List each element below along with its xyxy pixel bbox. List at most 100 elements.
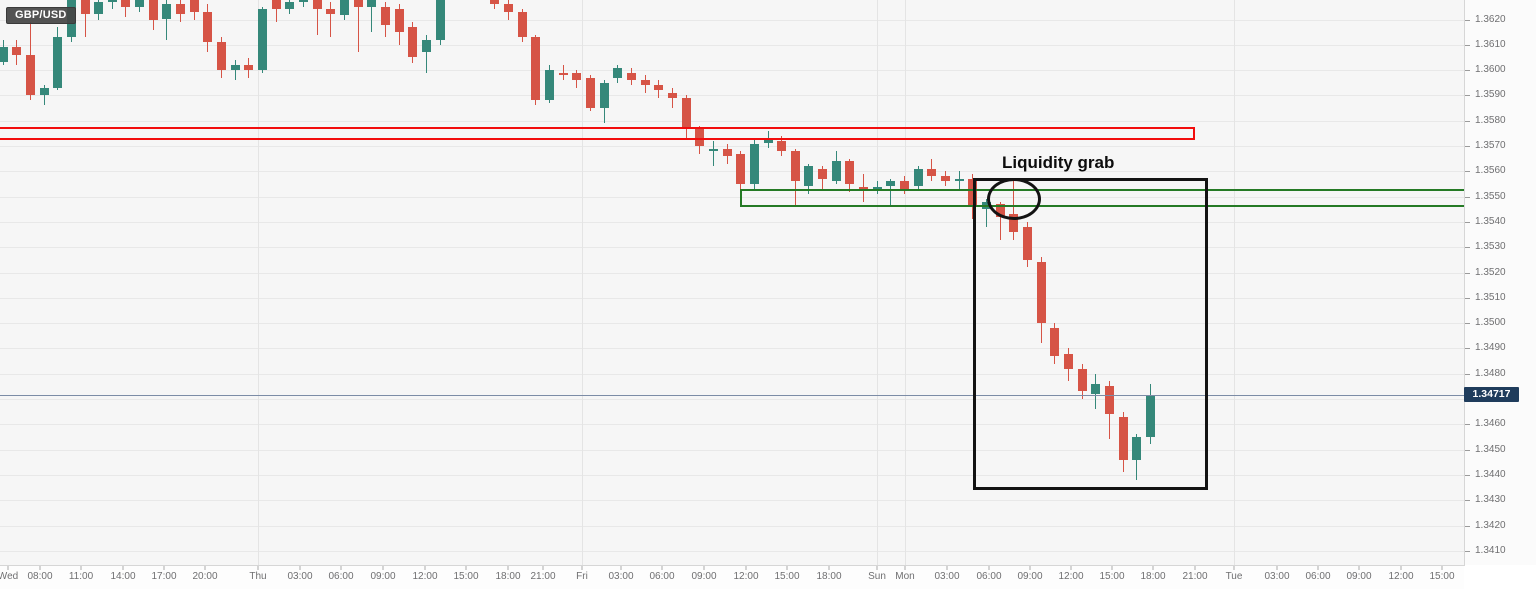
price-axis-label: 1.3510 — [1475, 291, 1506, 303]
red-resistance-zone[interactable] — [0, 127, 1195, 140]
time-axis-label: 12:00 — [1388, 571, 1414, 582]
time-tick — [1400, 566, 1402, 570]
candle-up — [872, 186, 882, 189]
price-axis-label: 1.3440 — [1475, 468, 1506, 480]
horizontal-gridline — [0, 146, 1464, 147]
time-tick — [620, 566, 622, 570]
candle-down — [722, 148, 732, 157]
candle-up — [162, 4, 172, 20]
time-tick — [163, 566, 165, 570]
time-axis-label: 03:00 — [934, 571, 960, 582]
time-tick — [7, 566, 9, 570]
time-tick — [1152, 566, 1154, 570]
candle-up — [831, 161, 841, 182]
horizontal-gridline — [0, 550, 1464, 552]
liquidity-grab-circle[interactable] — [987, 178, 1041, 221]
price-axis-label: 1.3560 — [1475, 165, 1506, 177]
time-axis-label: 06:00 — [328, 571, 354, 582]
horizontal-gridline — [0, 323, 1464, 325]
time-axis-label: 09:00 — [1346, 571, 1372, 582]
candle-up — [1091, 383, 1101, 394]
time-axis-label: 09:00 — [1017, 571, 1043, 582]
price-tick — [1465, 221, 1470, 223]
symbol-badge[interactable]: GBP/USD — [6, 7, 76, 24]
horizontal-gridline — [0, 70, 1464, 72]
candle-wick — [890, 178, 892, 207]
liquidity-grab-label[interactable]: Liquidity grab — [1002, 153, 1115, 172]
price-axis-label: 1.3500 — [1475, 317, 1506, 329]
horizontal-gridline — [0, 424, 1464, 426]
time-tick — [988, 566, 990, 570]
time-axis-label: 09:00 — [691, 571, 717, 582]
horizontal-gridline — [0, 247, 1464, 249]
time-axis-label: Mon — [895, 571, 915, 582]
price-tick — [1465, 373, 1470, 375]
candle-down — [531, 37, 541, 101]
candle-down — [121, 0, 131, 7]
candle-down — [148, 0, 158, 20]
time-tick — [204, 566, 206, 570]
candle-up — [107, 0, 117, 2]
vertical-gridline — [582, 0, 583, 565]
price-axis[interactable]: 1.3620 1.3610 1.3600 1.3590 1.3580 1.3570 1.35… — [1464, 0, 1536, 565]
time-axis-label: 15:00 — [774, 571, 800, 582]
price-axis-label: 1.3570 — [1475, 140, 1506, 151]
green-support-zone[interactable] — [740, 189, 1464, 207]
price-tick — [1465, 424, 1470, 426]
price-axis-label: 1.3520 — [1475, 266, 1506, 278]
candle-down — [381, 6, 390, 25]
time-tick — [465, 566, 467, 570]
candle-up — [299, 0, 308, 2]
candle-down — [408, 27, 418, 58]
candle-down — [927, 168, 937, 177]
candle-wick — [303, 0, 304, 7]
time-axis-label: 15:00 — [1099, 571, 1125, 582]
time-tick — [257, 566, 259, 570]
time-axis-label: 14:00 — [110, 571, 136, 582]
liquidity-grab-box[interactable] — [973, 177, 1208, 491]
time-tick — [507, 566, 509, 570]
candle-wick — [986, 199, 987, 227]
candle-wick — [111, 0, 113, 10]
candle-wick — [43, 85, 45, 106]
time-tick — [904, 566, 906, 570]
candle-down — [80, 0, 90, 15]
price-axis-label: 1.3600 — [1475, 64, 1506, 76]
candle-up — [258, 9, 267, 71]
time-axis-label: 06:00 — [649, 571, 675, 582]
candle-wick — [371, 0, 373, 33]
time-axis-label: 03:00 — [1264, 571, 1290, 582]
candle-down — [626, 72, 636, 81]
horizontal-gridline — [0, 348, 1464, 350]
candle-down — [490, 0, 500, 5]
price-axis-label: 1.3490 — [1475, 342, 1506, 354]
price-axis-label: 1.3550 — [1475, 190, 1506, 202]
time-axis-label: 12:00 — [1058, 571, 1084, 582]
vertical-gridline — [1234, 0, 1235, 565]
price-tick — [1465, 500, 1470, 502]
candle-down — [1036, 262, 1046, 324]
candle-up — [230, 65, 240, 71]
candle-down — [312, 0, 322, 10]
candle-down — [777, 140, 787, 151]
candle-wick — [234, 60, 236, 81]
price-axis-label: 1.3420 — [1475, 519, 1506, 531]
price-axis-label: 1.3610 — [1475, 38, 1506, 50]
time-tick — [876, 566, 878, 570]
candle-down — [585, 77, 595, 109]
last-price-badge: 1.34717 — [1464, 387, 1519, 403]
time-axis-label: 12:00 — [412, 571, 438, 582]
time-tick — [1358, 566, 1360, 570]
price-tick — [1465, 44, 1470, 46]
price-axis-label: 1.3620 — [1475, 13, 1506, 25]
time-axis-label: 17:00 — [151, 571, 177, 582]
time-axis[interactable]: Wed 08:00 11:00 14:00 17:00 20:00 Thu 03:00 06:0… — [0, 566, 1464, 589]
time-tick — [1276, 566, 1278, 570]
price-pane[interactable]: Liquidity grab GBP/USD — [0, 0, 1465, 566]
candle-down — [217, 42, 227, 71]
candle-wick — [357, 0, 359, 53]
time-axis-label: 15:00 — [453, 571, 479, 582]
candle-down — [654, 85, 664, 91]
time-tick — [946, 566, 948, 570]
candle-up — [53, 37, 63, 88]
